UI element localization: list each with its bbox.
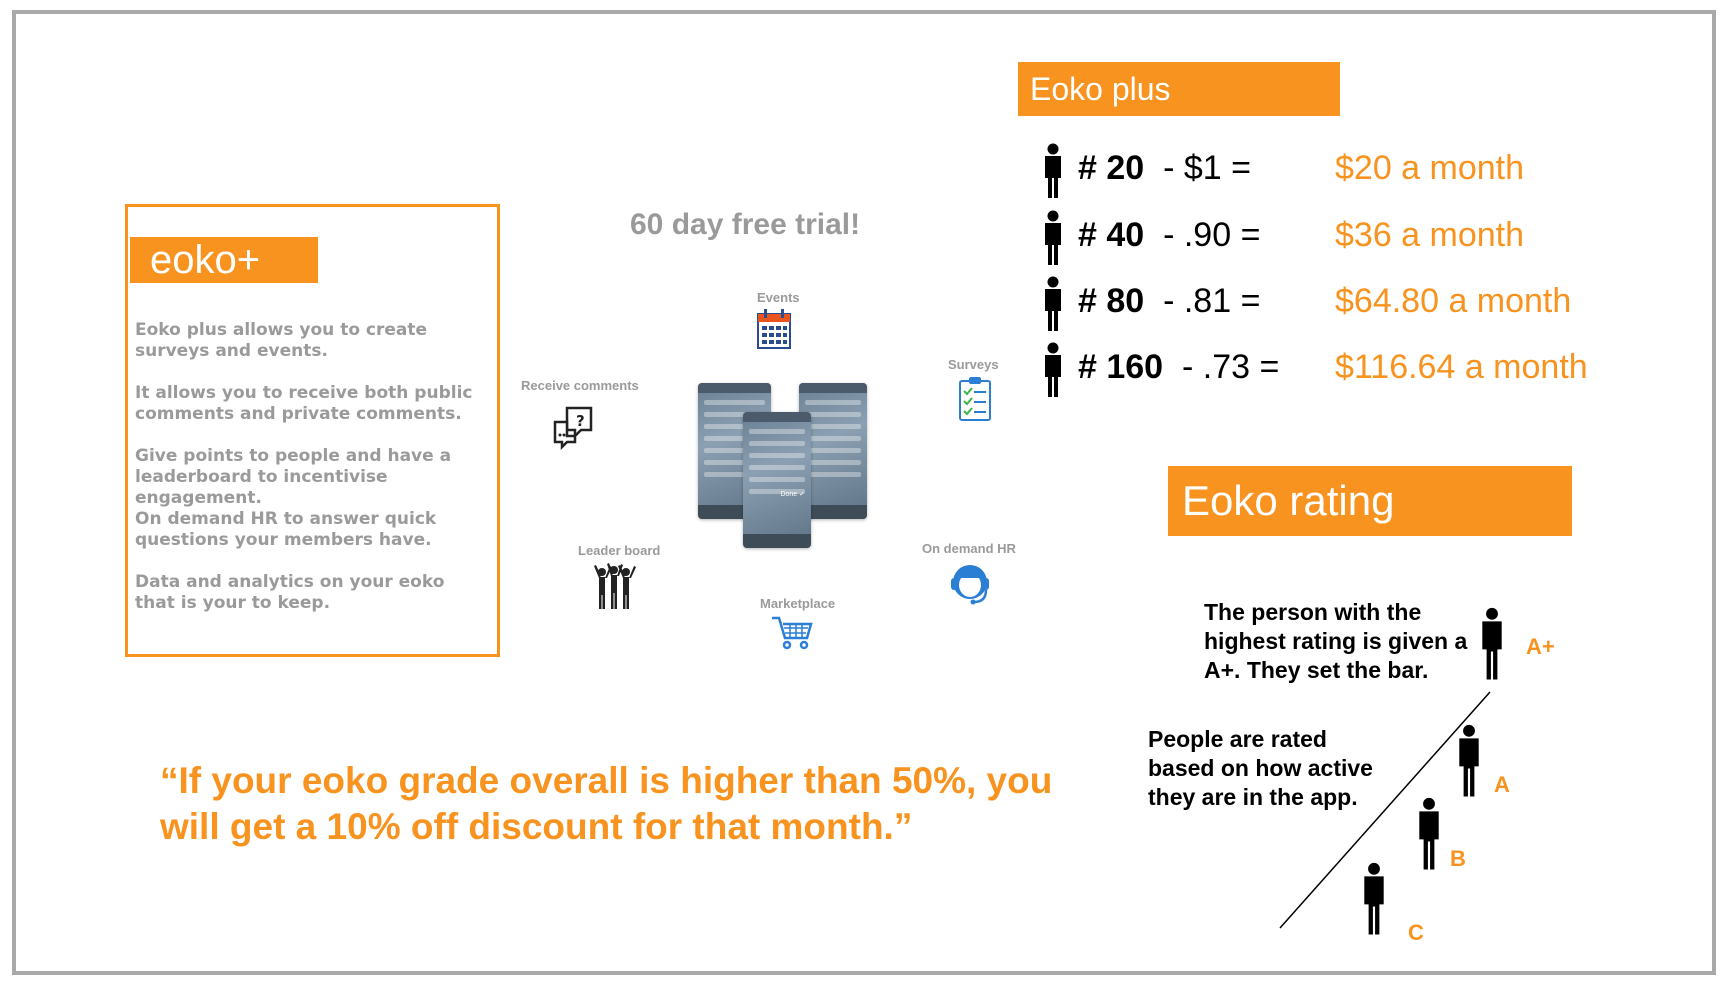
card-title: eoko+ bbox=[130, 237, 318, 283]
person-icon-a bbox=[1459, 724, 1479, 797]
discount-quote: “If your eoko grade overall is higher th… bbox=[160, 760, 1053, 847]
price-total: $36 a month bbox=[1335, 216, 1525, 254]
person-icon-b bbox=[1419, 797, 1439, 870]
speech-bubbles-icon: ? bbox=[553, 406, 593, 450]
eoko-plus-header: Eoko plus bbox=[1018, 62, 1340, 116]
person-icon bbox=[1045, 143, 1061, 198]
price-total: $20 a month bbox=[1335, 149, 1525, 187]
eoko-rating-header: Eoko rating bbox=[1168, 466, 1572, 536]
price-rate: - .90 = bbox=[1163, 216, 1261, 254]
svg-text:?: ? bbox=[576, 412, 585, 430]
grade-a-plus: A+ bbox=[1526, 634, 1555, 659]
rating-explanation-text: People are rated based on how active the… bbox=[1148, 726, 1373, 810]
card-paragraph: Eoko plus allows you to create surveys a… bbox=[135, 320, 428, 361]
price-count-rate: # 40 - .90 = bbox=[1078, 216, 1260, 255]
price-rate: - .73 = bbox=[1182, 348, 1280, 386]
price-count: # 80 bbox=[1078, 282, 1145, 320]
events-label: Events bbox=[757, 290, 800, 305]
price-row: # 160 - .73 = $116.64 a month bbox=[1040, 342, 1640, 402]
person-icon bbox=[1045, 342, 1061, 397]
rating-slope-line bbox=[1279, 691, 1491, 929]
eoko-plus-card: eoko+ Eoko plus allows you to create sur… bbox=[125, 204, 500, 657]
grade-c: C bbox=[1408, 920, 1424, 945]
price-row: # 20 - $1 = $20 a month bbox=[1040, 143, 1640, 203]
person-icon-a-plus bbox=[1482, 607, 1502, 680]
marketplace-label: Marketplace bbox=[760, 596, 836, 611]
price-count-rate: # 160 - .73 = bbox=[1078, 348, 1279, 387]
grade-a: A bbox=[1494, 772, 1510, 797]
person-icon bbox=[1045, 276, 1061, 331]
phone-done-badge: Done ✓ bbox=[780, 491, 805, 498]
price-row: # 40 - .90 = $36 a month bbox=[1040, 210, 1640, 270]
person-icon-c bbox=[1364, 862, 1384, 935]
price-count-rate: # 80 - .81 = bbox=[1078, 282, 1260, 321]
price-count: # 40 bbox=[1078, 216, 1145, 254]
card-paragraph: Data and analytics on your eoko that is … bbox=[135, 572, 445, 613]
on-demand-hr-label: On demand HR bbox=[922, 541, 1016, 556]
price-total: $116.64 a month bbox=[1335, 348, 1588, 386]
price-count: # 20 bbox=[1078, 149, 1145, 187]
price-count-rate: # 20 - $1 = bbox=[1078, 149, 1251, 188]
card-paragraph: Give points to people and have a leaderb… bbox=[135, 446, 452, 508]
price-rate: - .81 = bbox=[1163, 282, 1261, 320]
price-total: $64.80 a month bbox=[1335, 282, 1572, 320]
cheering-people-icon bbox=[594, 563, 636, 609]
top-rating-text: The person with the highest rating is gi… bbox=[1204, 599, 1468, 683]
surveys-label: Surveys bbox=[948, 357, 999, 372]
phone-screenshot-center: Done ✓ bbox=[743, 412, 811, 548]
calendar-icon bbox=[757, 309, 791, 349]
support-agent-icon bbox=[951, 565, 989, 605]
shopping-cart-icon bbox=[772, 616, 813, 650]
price-row: # 80 - .81 = $64.80 a month bbox=[1040, 276, 1640, 336]
free-trial-heading: 60 day free trial! bbox=[630, 208, 861, 241]
card-paragraph: On demand HR to answer quick questions y… bbox=[135, 509, 437, 550]
person-icon bbox=[1045, 210, 1061, 265]
receive-comments-label: Receive comments bbox=[521, 378, 639, 393]
card-paragraph: It allows you to receive both public com… bbox=[135, 383, 473, 424]
price-count: # 160 bbox=[1078, 348, 1164, 386]
clipboard-checklist-icon bbox=[959, 377, 991, 421]
price-rate: - $1 = bbox=[1163, 149, 1251, 187]
grade-b: B bbox=[1450, 846, 1466, 871]
leader-board-label: Leader board bbox=[578, 543, 661, 558]
